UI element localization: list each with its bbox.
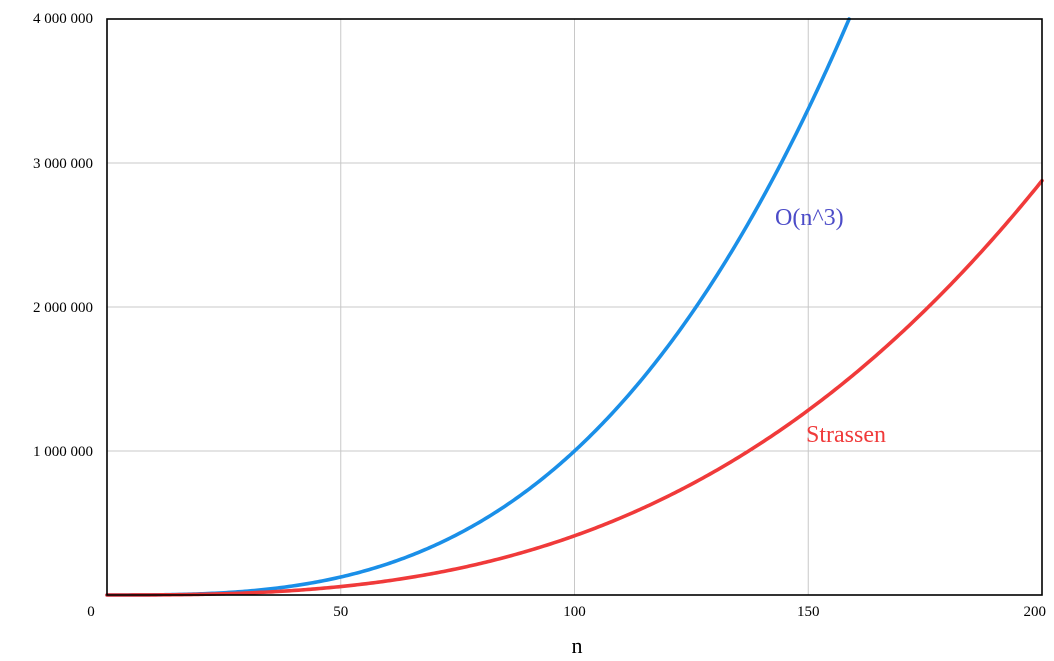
x-tick-label: 0 <box>87 604 95 620</box>
y-tick-label: 4 000 000 <box>33 11 93 27</box>
series-lines <box>105 17 1044 597</box>
x-tick-label: 150 <box>797 604 820 620</box>
series-line-strassen <box>105 178 1044 597</box>
x-axis-title: n <box>572 633 583 658</box>
plot-frame <box>106 18 1043 596</box>
x-tick-labels: 0 50 100 150 200 <box>87 604 1046 620</box>
y-tick-label: 3 000 000 <box>33 156 93 172</box>
series-label-strassen: Strassen <box>806 422 886 448</box>
grid <box>107 19 1042 595</box>
y-tick-label: 2 000 000 <box>33 300 93 316</box>
x-tick-label: 200 <box>1024 604 1047 620</box>
y-tick-label: 1 000 000 <box>33 444 93 460</box>
x-tick-label: 50 <box>333 604 348 620</box>
x-tick-label: 100 <box>563 604 586 620</box>
series-label-cubic: O(n^3) <box>775 205 844 231</box>
y-tick-labels: 1 000 000 2 000 000 3 000 000 4 000 000 <box>33 11 93 460</box>
